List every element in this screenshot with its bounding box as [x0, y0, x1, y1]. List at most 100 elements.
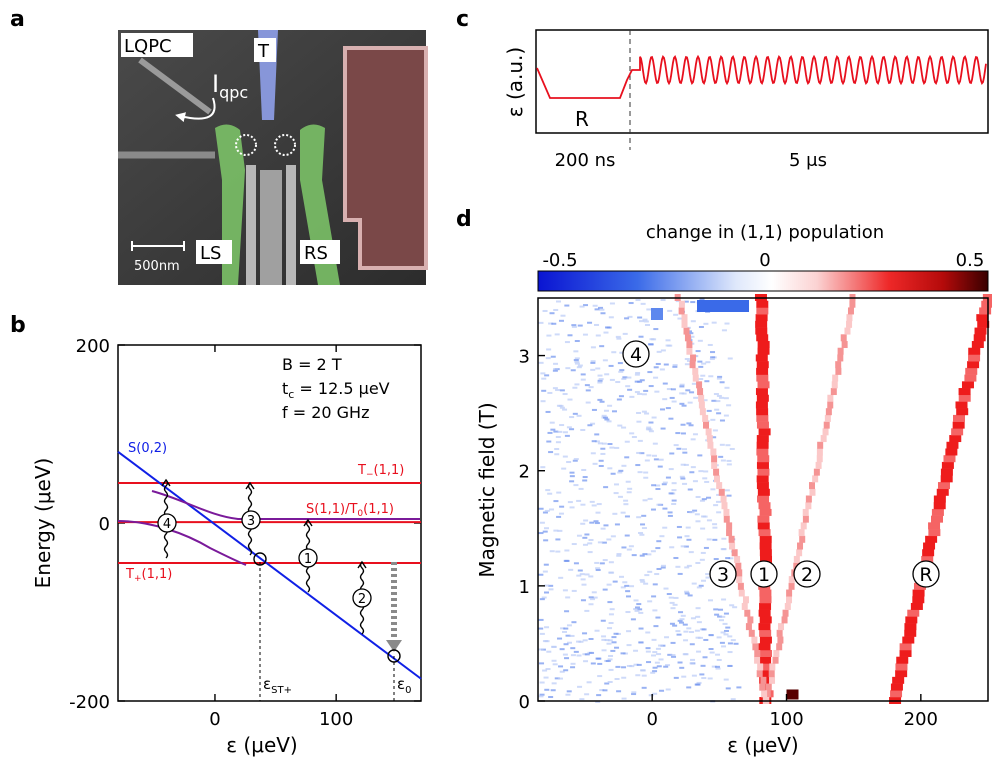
noise-dot: [617, 495, 623, 498]
resonance-3-seg: [735, 562, 742, 570]
resonance-R-seg: [968, 354, 981, 362]
noise-dot: [539, 693, 545, 696]
d-marker-4-label: 4: [630, 344, 642, 366]
noise-dot: [656, 653, 662, 656]
sem-gate-left-upper: [138, 57, 212, 115]
noise-dot: [622, 581, 628, 584]
noise-dot: [634, 373, 640, 376]
noise-dot: [538, 573, 544, 576]
resonance-2-seg: [809, 482, 816, 490]
noise-dot: [672, 365, 678, 368]
resonance-1-seg: [755, 327, 768, 335]
noise-dot: [666, 593, 672, 596]
noise-dot: [723, 678, 729, 681]
noise-dot: [570, 369, 576, 372]
noise-dot: [595, 569, 601, 572]
noise-dot: [714, 665, 720, 668]
resonance-3-seg: [754, 649, 761, 657]
noise-dot: [723, 629, 729, 632]
noise-dot: [703, 638, 709, 641]
noise-dot: [712, 429, 718, 432]
noise-dot: [715, 667, 721, 670]
noise-dot: [671, 400, 677, 403]
noise-dot: [699, 558, 705, 561]
noise-dot: [638, 531, 644, 534]
noise-dot: [644, 324, 650, 327]
resonance-R-seg: [928, 529, 941, 537]
noise-dot: [717, 375, 723, 378]
noise-dot: [631, 554, 637, 557]
noise-dot: [608, 364, 614, 367]
noise-dot: [651, 595, 657, 598]
panel-d-heatmap: change in (1,1) population -0.5 0 0.5 0 1…: [475, 222, 992, 757]
noise-dot: [638, 611, 644, 614]
marker-2-label: 2: [358, 592, 366, 607]
resonance-R-seg: [951, 428, 964, 436]
noise-dot: [636, 516, 642, 519]
marker-2-circle: [352, 588, 372, 608]
ls-label: LS: [200, 243, 221, 264]
resonance-3-seg: [707, 441, 714, 449]
resonance-1-seg: [756, 367, 769, 375]
marker-3-circle: [241, 510, 261, 530]
noise-dot: [680, 477, 686, 480]
resonance-2-seg: [832, 374, 839, 382]
noise-dot: [665, 407, 671, 410]
noise-dot: [597, 398, 603, 401]
noise-dot: [725, 444, 731, 447]
noise-dot: [697, 454, 703, 457]
noise-dot: [576, 640, 582, 643]
noise-dot: [571, 589, 577, 592]
resonance-1-seg: [756, 441, 769, 449]
noise-dot: [618, 469, 624, 472]
noise-dot: [692, 509, 698, 512]
noise-dot: [559, 389, 565, 392]
noise-dot: [720, 615, 726, 618]
noise-dot: [689, 391, 695, 394]
resonance-3-seg: [723, 515, 730, 523]
resonance-R-seg: [910, 602, 923, 610]
noise-dot: [602, 359, 608, 362]
noise-dot: [700, 551, 706, 554]
resonance-2-seg: [817, 441, 824, 449]
noise-dot: [614, 446, 620, 449]
noise-dot: [704, 480, 710, 483]
noise-dot: [614, 646, 620, 649]
noise-dot: [670, 654, 676, 657]
noise-dot: [611, 636, 617, 639]
noise-dot: [540, 372, 546, 375]
resonance-R-seg: [907, 609, 920, 617]
resonance-R-seg: [952, 421, 965, 429]
noise-dot: [607, 467, 613, 470]
noise-dot: [660, 349, 666, 352]
noise-dot: [719, 419, 725, 422]
noise-dot: [716, 511, 722, 514]
noise-dot: [549, 312, 555, 315]
panel-label-b: b: [10, 313, 26, 338]
resonance-2-seg: [781, 616, 788, 624]
heatmap-blue-patch: [697, 300, 749, 312]
noise-dot: [569, 506, 575, 509]
noise-dot: [629, 395, 635, 398]
noise-dot: [686, 538, 692, 541]
noise-dot: [683, 630, 689, 633]
noise-dot: [564, 549, 570, 552]
noise-dot: [689, 471, 695, 474]
noise-dot: [539, 681, 545, 684]
d-marker-r-label: R: [919, 564, 932, 586]
noise-dot: [624, 584, 630, 587]
noise-dot: [715, 400, 721, 403]
noise-dot: [542, 530, 548, 533]
resonance-3-seg: [738, 589, 745, 597]
d-marker-2-circle: [793, 560, 821, 588]
resonance-1-seg: [756, 435, 769, 443]
noise-dot: [706, 409, 712, 412]
transition-4-arrowhead: [161, 478, 171, 487]
noise-dot: [598, 306, 604, 309]
noise-dot: [689, 631, 695, 634]
noise-dot: [599, 345, 605, 348]
resonance-2-seg: [805, 495, 812, 503]
noise-dot: [652, 692, 658, 695]
noise-dot: [566, 426, 572, 429]
noise-dot: [599, 308, 605, 311]
